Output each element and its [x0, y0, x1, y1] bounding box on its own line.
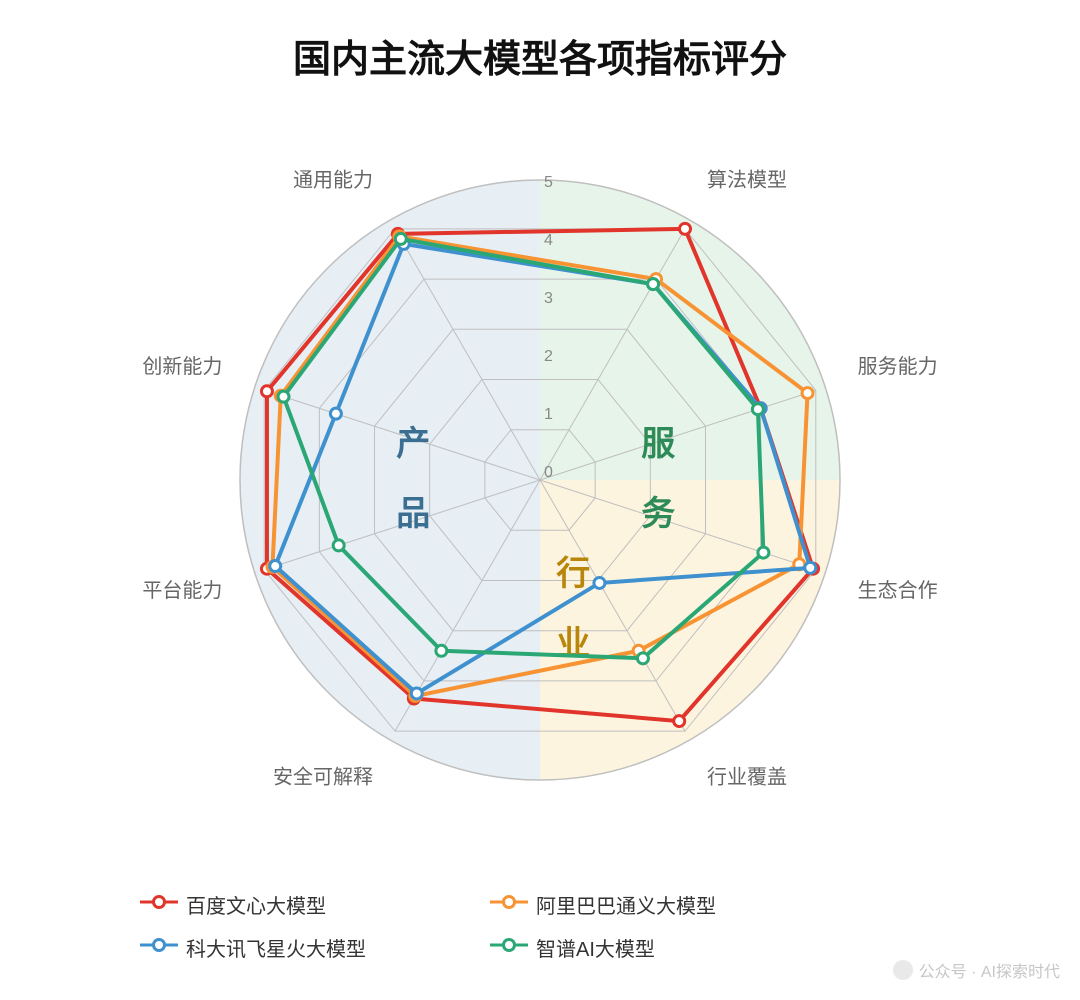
quadrant-bg [240, 480, 540, 780]
series-marker [594, 577, 605, 588]
legend-item: 智谱AI大模型 [490, 933, 850, 962]
axis-label: 服务能力 [858, 355, 938, 378]
axis-label: 算法模型 [707, 169, 787, 192]
wm-icon [893, 960, 913, 980]
series-marker [261, 386, 272, 397]
quadrant-label: 品 [396, 495, 433, 533]
tick-label: 4 [544, 232, 553, 249]
radar-chart: 012345产品服务行业算法模型通用能力创新能力平台能力安全可解释行业覆盖生态合… [90, 110, 990, 870]
quadrant-label: 务 [641, 495, 678, 533]
series-marker [411, 688, 422, 699]
legend-swatch [140, 936, 178, 959]
tick-label: 1 [544, 406, 553, 423]
series-marker [802, 388, 813, 399]
quadrant-label: 产 [396, 425, 433, 463]
legend-label: 科大讯飞星火大模型 [186, 933, 366, 962]
series-marker [805, 562, 816, 573]
legend-label: 百度文心大模型 [186, 890, 326, 919]
series-marker [637, 653, 648, 664]
series-marker [680, 223, 691, 234]
axis-label: 生态合作 [858, 579, 938, 602]
axis-label: 平台能力 [142, 579, 222, 602]
series-marker [752, 404, 763, 415]
legend-label: 阿里巴巴通义大模型 [536, 890, 716, 919]
quadrant-label: 服 [641, 425, 678, 463]
axis-label: 创新能力 [142, 355, 222, 378]
quadrant-bg [240, 180, 540, 480]
tick-label: 0 [544, 464, 553, 481]
series-marker [333, 540, 344, 551]
watermark: 公众号 · AI探索时代 [893, 958, 1060, 982]
series-marker [270, 561, 281, 572]
tick-label: 5 [544, 174, 553, 191]
quadrant-label: 行 [556, 555, 593, 593]
legend-swatch [490, 893, 528, 916]
legend: 百度文心大模型 阿里巴巴通义大模型科大讯飞星火大模型 智谱AI大模型 [140, 890, 850, 962]
legend-item: 百度文心大模型 [140, 890, 460, 919]
axis-label: 行业覆盖 [707, 765, 787, 788]
axis-label: 通用能力 [293, 169, 373, 192]
series-marker [278, 391, 289, 402]
watermark-text: 公众号 · AI探索时代 [919, 958, 1060, 982]
legend-swatch [140, 893, 178, 916]
series-marker [436, 645, 447, 656]
series-marker [330, 408, 341, 419]
axis-label: 安全可解释 [273, 765, 373, 788]
series-marker [395, 233, 406, 244]
series-marker [758, 547, 769, 558]
legend-swatch [490, 936, 528, 959]
tick-label: 3 [544, 290, 553, 307]
tick-label: 2 [544, 348, 553, 365]
legend-item: 科大讯飞星火大模型 [140, 933, 460, 962]
legend-label: 智谱AI大模型 [536, 933, 655, 962]
legend-item: 阿里巴巴通义大模型 [490, 890, 850, 919]
series-marker [648, 279, 659, 290]
series-marker [674, 716, 685, 727]
chart-title: 国内主流大模型各项指标评分 [0, 28, 1080, 83]
